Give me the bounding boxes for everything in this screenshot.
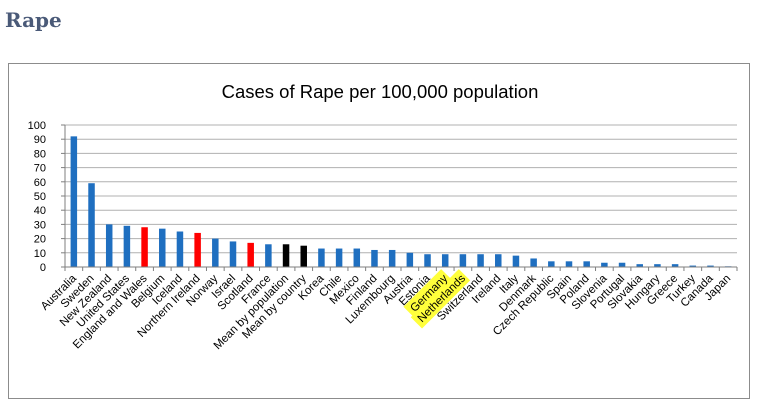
bar-denmark [530,258,537,267]
chart-title: Cases of Rape per 100,000 population [222,81,539,102]
y-tick-label: 90 [34,134,46,146]
y-axis-ticks: 0 10 20 30 40 50 60 70 80 90 100 [28,120,65,274]
y-tick-label: 70 [34,163,46,175]
bar-belgium [159,228,166,267]
label-highlight-group [410,269,471,329]
label-highlight-group [403,269,453,319]
bar-switzerland [477,254,484,267]
bar-iceland [176,231,184,267]
y-tick-label: 10 [34,248,46,260]
bar-korea [318,248,325,267]
label-highlight [410,269,471,329]
bar-slovenia [601,262,608,267]
bar-scotland [247,242,254,267]
bar-estonia [424,254,431,267]
bar-chile [335,248,343,267]
bar-czech-republic [548,261,555,267]
bar-germany [441,254,449,267]
y-tick-label: 40 [34,205,46,217]
bar-hungary [654,264,661,267]
bar-mexico [353,248,361,267]
bar-canada [707,265,714,267]
bar-finland [371,249,378,267]
bar-england-and-wales [141,227,148,267]
y-tick-label: 60 [34,177,46,189]
bar-luxembourg [388,249,396,267]
chart-frame: Cases of Rape per 100,000 population 0 10… [8,63,750,399]
bar-mean-by-population [282,244,290,267]
bar-new-zealand [105,224,113,267]
label-highlights [403,269,471,329]
bar-mean-by-country [300,245,307,267]
bar-slovakia [636,264,643,267]
gridlines [65,124,737,254]
bar-ireland [495,254,502,267]
label-highlight [403,269,453,319]
page-heading: Rape [5,8,62,32]
bar-italy [512,255,520,267]
bar-poland [583,261,590,267]
bar-chart: Cases of Rape per 100,000 population 0 10… [28,81,738,352]
y-tick-label: 30 [34,219,46,231]
bars [70,136,732,267]
bar-turkey [689,265,697,267]
bar-austria [406,252,414,267]
bar-spain [565,261,573,267]
bar-sweden [88,183,95,267]
bar-france [265,244,272,267]
y-tick-label: 80 [34,148,46,160]
y-tick-label: 0 [40,262,46,274]
bar-united-states [123,225,131,267]
y-tick-label: 100 [28,120,46,132]
bar-portugal [618,262,626,267]
bar-norway [212,238,219,267]
axes [64,125,738,271]
bar-greece [671,264,679,267]
y-tick-label: 50 [34,191,46,203]
bar-australia [70,136,78,267]
bar-netherlands [459,254,467,267]
bar-northern-ireland [194,232,201,267]
bar-israel [229,241,237,267]
y-tick-label: 20 [34,234,46,246]
